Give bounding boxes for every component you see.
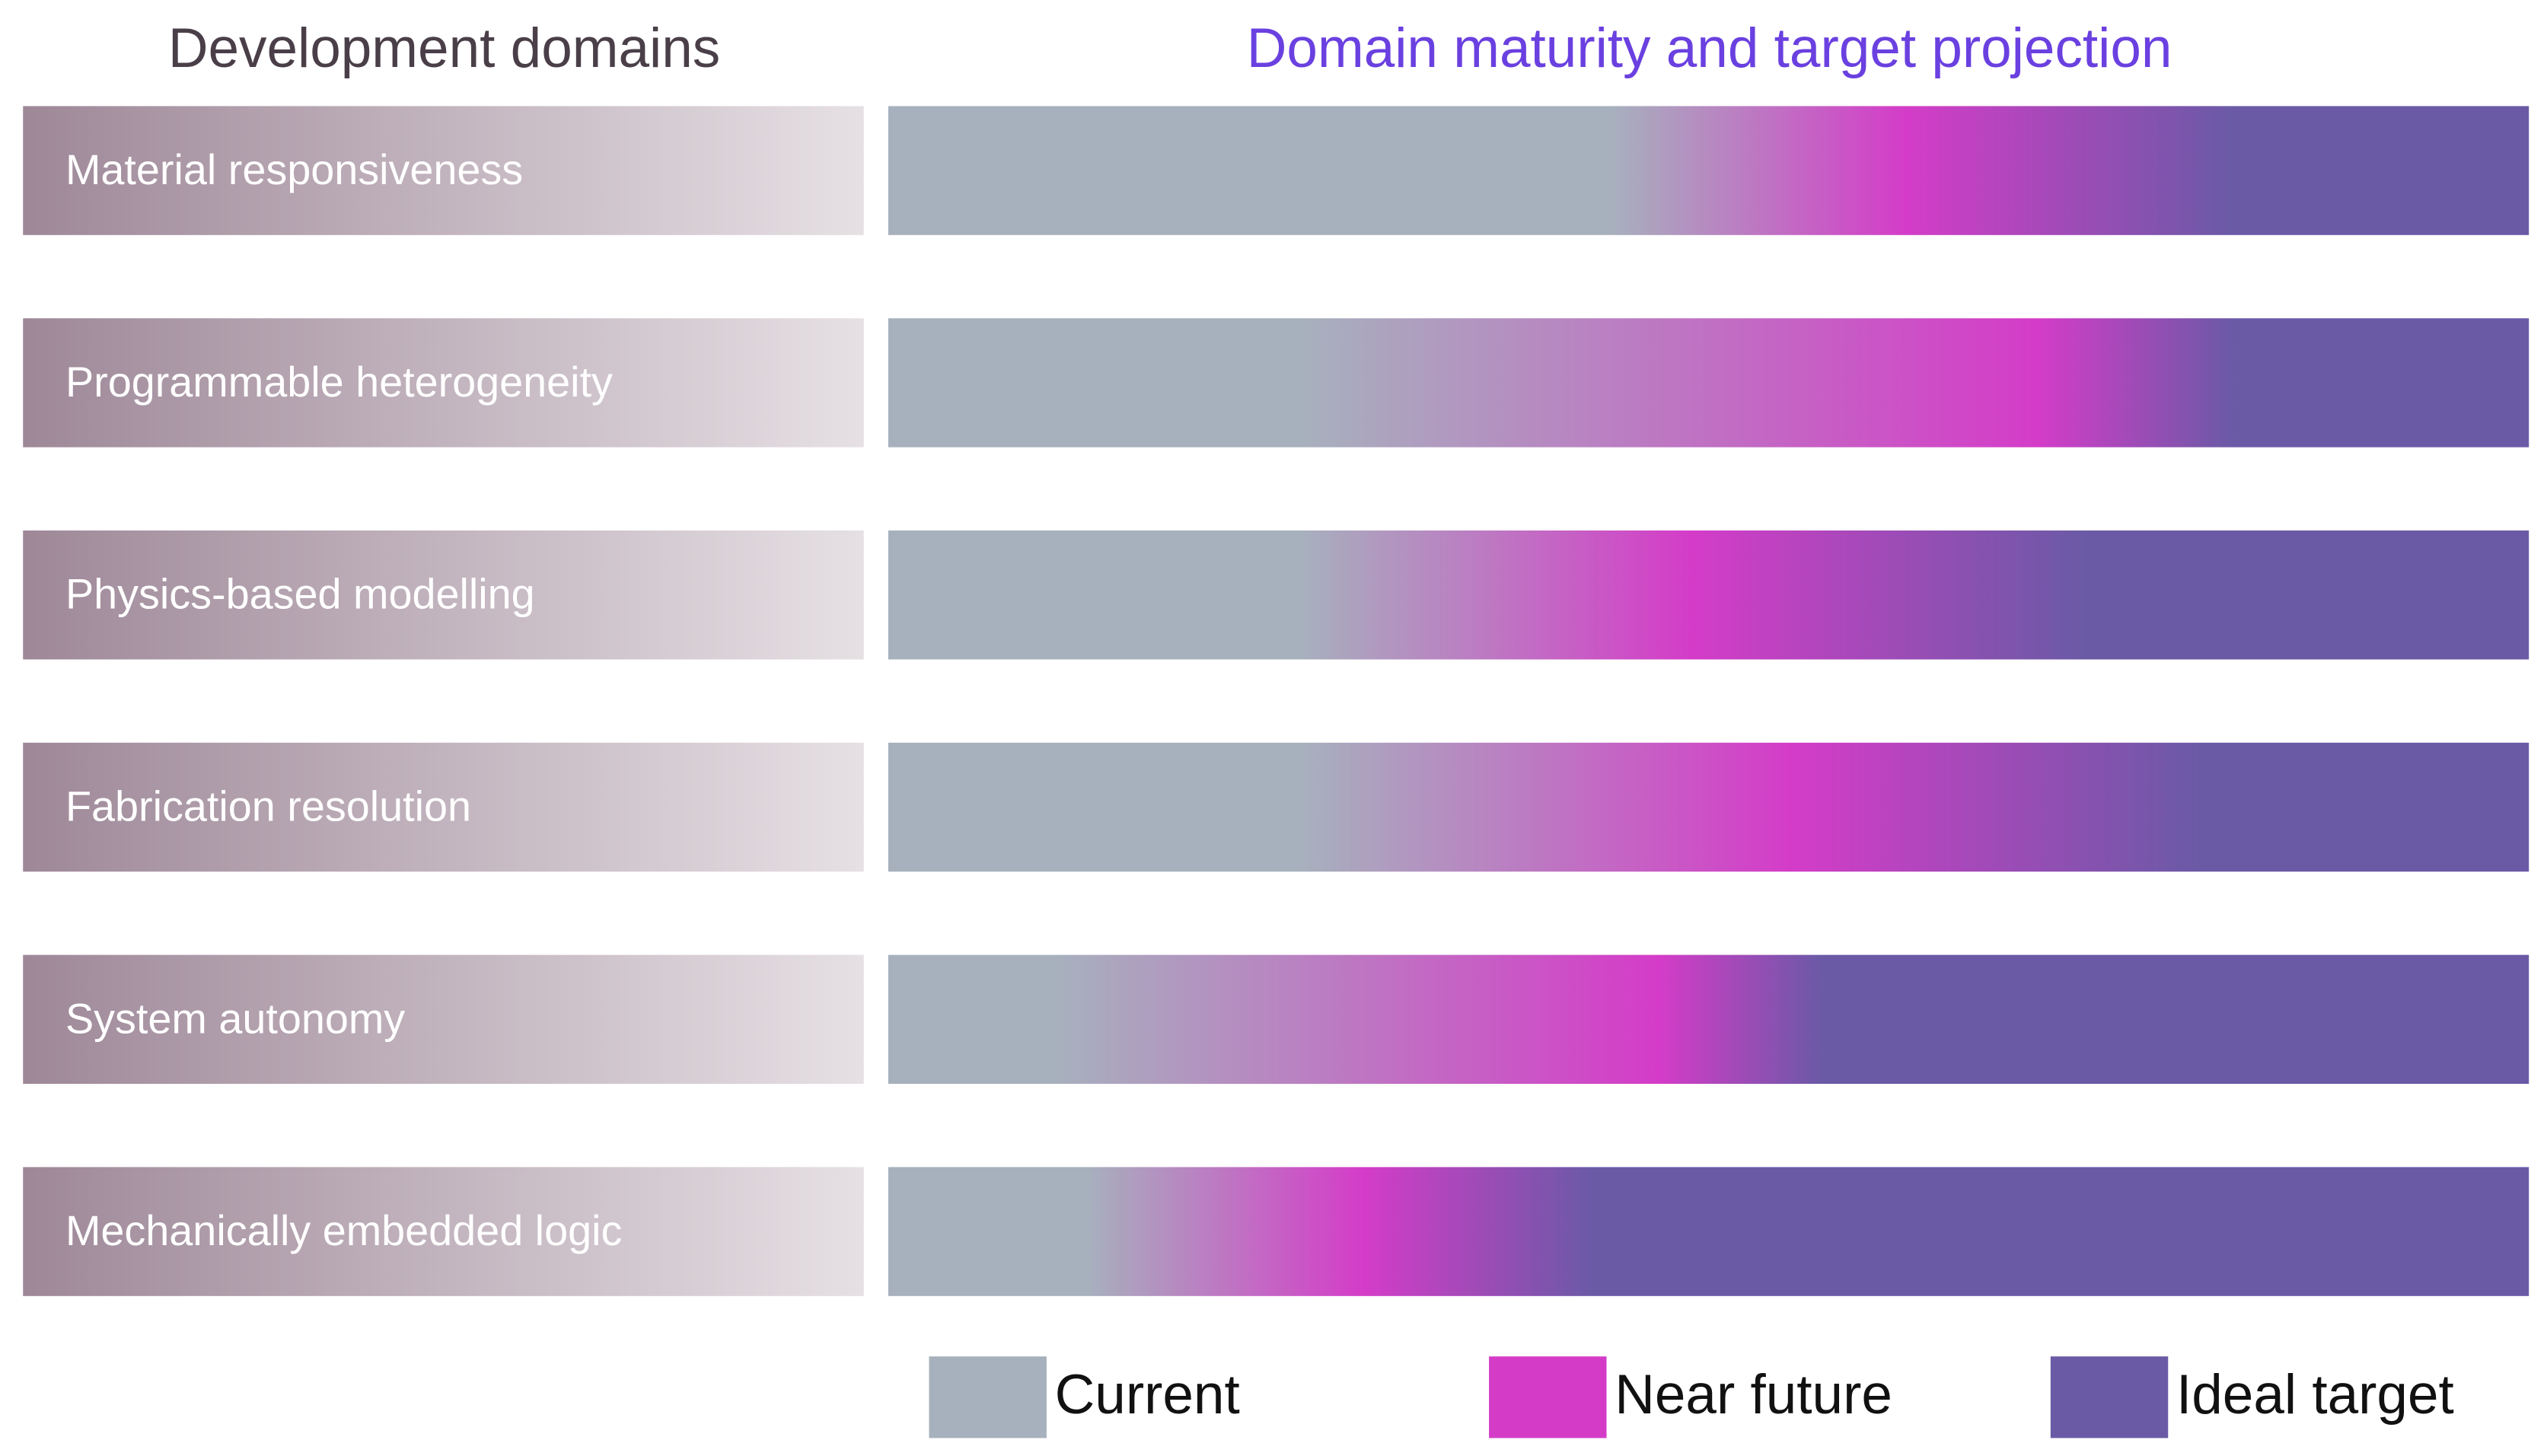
domain-label: Programmable heterogeneity [65,358,613,406]
domain-label: Material responsiveness [65,146,523,193]
legend-swatch [1489,1356,1607,1438]
domain-label: Physics-based modelling [65,571,535,618]
maturity-bar [888,530,2529,660]
domain-box [23,742,864,872]
domain-box [23,106,864,235]
legend-label: Current [1055,1364,1240,1426]
left-title: Development domains [168,18,720,79]
domain-box [23,1167,864,1296]
legend: Current Near future Ideal target [929,1356,2454,1438]
domain-box [23,954,864,1085]
legend-swatch [929,1356,1047,1438]
domain-label: Fabrication resolution [65,782,471,830]
domain-box [23,318,864,448]
maturity-bar [888,742,2529,872]
rows: Material responsiveness Programmable hete… [23,106,2529,1296]
legend-swatch [2050,1356,2169,1438]
domain-label: System autonomy [65,995,405,1042]
maturity-bar [888,1167,2529,1296]
domain-label: Mechanically embedded logic [65,1207,622,1254]
domain-box [23,530,864,660]
maturity-bar [888,318,2529,448]
right-title: Domain maturity and target projection [1247,18,2172,79]
maturity-bar [888,106,2529,235]
legend-label: Near future [1615,1364,1892,1426]
legend-label: Ideal target [2176,1364,2454,1426]
maturity-bar [888,954,2529,1085]
